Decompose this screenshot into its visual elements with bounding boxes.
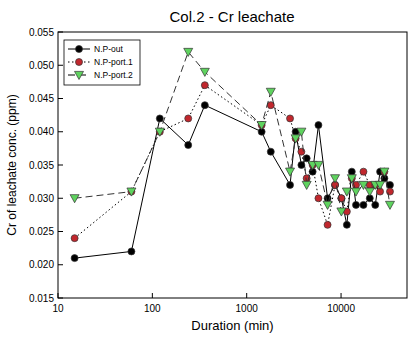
series-line — [75, 52, 390, 212]
x-tick — [152, 293, 153, 298]
y-tick — [58, 231, 63, 232]
point — [315, 195, 322, 202]
y-tick — [58, 131, 63, 132]
point — [360, 168, 367, 175]
point — [156, 128, 163, 135]
point — [185, 115, 192, 122]
legend-marker — [76, 46, 83, 53]
legend-box — [64, 40, 140, 85]
point — [297, 128, 306, 136]
y-tick-label: 0.055 — [29, 27, 54, 38]
point — [380, 168, 389, 176]
y-tick — [58, 65, 63, 66]
x-tick-label: 100 — [144, 303, 161, 314]
point — [343, 221, 350, 228]
point — [376, 181, 385, 189]
point — [351, 188, 360, 196]
y-tick — [58, 32, 63, 33]
y-tick-label: 0.050 — [29, 60, 54, 71]
legend-label: N.P-port.2 — [94, 70, 133, 80]
x-tick-label: 10000 — [327, 303, 355, 314]
point — [324, 195, 331, 202]
point — [352, 201, 359, 208]
point — [348, 175, 355, 182]
y-tick — [58, 98, 63, 99]
point — [302, 181, 311, 189]
x-axis-label: Duration (min) — [191, 318, 273, 333]
x-tick — [58, 293, 59, 298]
point — [314, 161, 323, 169]
point — [128, 188, 135, 195]
point — [315, 122, 322, 129]
point — [337, 208, 346, 216]
point — [381, 168, 388, 175]
point — [127, 188, 136, 196]
point — [257, 122, 266, 130]
point — [266, 88, 275, 96]
point — [347, 175, 356, 183]
point — [201, 82, 208, 89]
point — [386, 188, 393, 195]
y-tick — [58, 198, 63, 199]
point — [348, 168, 355, 175]
point — [292, 135, 299, 142]
series-line — [75, 105, 390, 258]
point — [258, 122, 265, 129]
point — [385, 201, 394, 209]
point — [324, 221, 331, 228]
point — [201, 102, 208, 109]
point — [128, 248, 135, 255]
point — [71, 235, 78, 242]
point — [331, 175, 340, 183]
y-tick-label: 0.025 — [29, 226, 54, 237]
y-tick-label: 0.040 — [29, 126, 54, 137]
point — [342, 188, 351, 196]
point — [298, 148, 305, 155]
chart: Col.2 - Cr leachate 0.015 0.020 0.025 0.030 0… — [0, 0, 419, 340]
legend-label: N.P-out — [94, 44, 123, 54]
legend-label: N.P-port.1 — [94, 57, 133, 67]
y-tick — [58, 165, 63, 166]
x-tick — [341, 293, 342, 298]
point — [184, 48, 193, 56]
x-tick-label: 10 — [52, 303, 64, 314]
point — [155, 128, 164, 136]
y-tick-label: 0.030 — [29, 193, 54, 204]
x-tick-label: 1000 — [236, 303, 259, 314]
point — [286, 168, 295, 176]
y-axis-label: Cr of leachate conc. (ppm) — [5, 94, 19, 235]
point — [287, 181, 294, 188]
point — [156, 115, 163, 122]
y-tick-label: 0.020 — [29, 259, 54, 270]
y-tick — [58, 264, 63, 265]
point — [372, 201, 379, 208]
point — [323, 201, 332, 209]
legend-marker — [75, 71, 84, 79]
point — [70, 195, 79, 203]
y-tick-label: 0.035 — [29, 160, 54, 171]
legend: N.P-out N.P-port.1 N.P-port.2 — [64, 40, 140, 85]
point — [360, 201, 367, 208]
y-tick-label: 0.015 — [29, 293, 54, 304]
point — [365, 188, 374, 196]
point — [287, 115, 294, 122]
legend-marker — [76, 59, 83, 66]
point — [291, 135, 300, 143]
y-tick — [58, 298, 63, 299]
point — [200, 68, 209, 76]
x-tick — [246, 293, 247, 298]
point — [185, 142, 192, 149]
point — [71, 255, 78, 262]
title: Col.2 - Cr leachate — [169, 8, 294, 25]
point — [267, 148, 274, 155]
plot-frame — [58, 32, 407, 298]
series-line — [75, 85, 390, 238]
y-tick-label: 0.045 — [29, 93, 54, 104]
